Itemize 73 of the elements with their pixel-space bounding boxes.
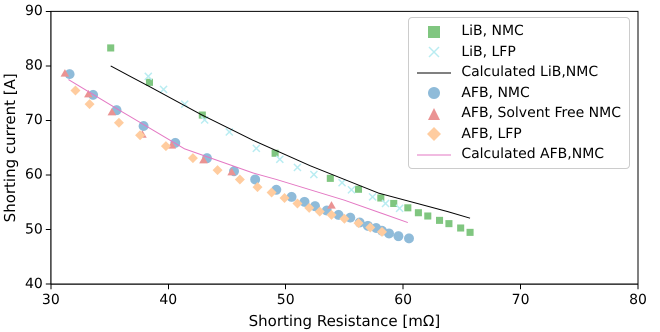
point (404, 233, 414, 244)
y-tick-label: 60 (24, 166, 43, 183)
point (393, 231, 404, 242)
point (384, 228, 394, 238)
x-tick-label: 50 (276, 292, 295, 308)
point (84, 90, 93, 98)
point (159, 85, 168, 94)
point (280, 192, 290, 203)
x-tick-label: 40 (159, 292, 178, 308)
point (84, 99, 95, 110)
y-tick-label: 80 (24, 58, 43, 74)
legend-label: LiB, LFP (461, 42, 516, 62)
point (199, 156, 208, 164)
point (188, 153, 198, 164)
legend-label: AFB, Solvent Free NMC (461, 104, 621, 124)
y-axis-title: Shorting current [A] (0, 73, 19, 222)
point (60, 69, 70, 77)
point (180, 100, 189, 108)
point (365, 222, 376, 232)
point (276, 154, 284, 164)
point (466, 228, 474, 236)
point (414, 209, 422, 216)
point (70, 86, 80, 96)
y-tick-label: 50 (24, 221, 43, 238)
point (144, 72, 153, 81)
y-tick-label: 70 (24, 112, 43, 128)
y-tick-label: 40 (24, 276, 43, 292)
x-tick-label: 70 (512, 292, 530, 308)
point (108, 108, 116, 116)
point (212, 165, 223, 176)
point (266, 188, 277, 198)
point (310, 170, 318, 179)
x-tick-label: 30 (42, 292, 60, 308)
point (314, 206, 325, 217)
point (436, 216, 444, 224)
point (200, 116, 209, 124)
point (326, 210, 336, 220)
point (114, 118, 124, 128)
point (347, 186, 356, 194)
point (338, 178, 346, 188)
x-tick-label: 60 (394, 292, 412, 308)
legend-label: Calculated AFB,NMC (461, 145, 604, 164)
legend-label: Calculated LiB,NMC (461, 63, 598, 82)
point (327, 201, 336, 209)
point (390, 200, 398, 207)
point (445, 220, 452, 228)
legend-label: AFB, NMC (461, 84, 530, 103)
point (354, 186, 362, 193)
point (292, 198, 302, 208)
point (368, 192, 377, 202)
point (304, 202, 314, 213)
point (381, 199, 390, 208)
point (457, 224, 464, 232)
point (339, 214, 350, 224)
point (252, 144, 261, 153)
point (250, 174, 260, 184)
y-tick-label: 90 (24, 3, 43, 20)
legend-label: AFB, LFP (461, 124, 522, 144)
point (135, 130, 146, 140)
x-axis-title: Shorting Resistance [mΩ] (248, 312, 440, 330)
point (252, 182, 263, 192)
point (326, 174, 334, 182)
point (234, 174, 245, 184)
point (225, 128, 234, 136)
point (293, 163, 302, 172)
point (227, 168, 236, 176)
point (424, 212, 432, 220)
point (107, 44, 114, 52)
point (160, 141, 171, 152)
legend-label: LiB, NMC (461, 22, 524, 42)
x-tick-label: 80 (629, 292, 647, 308)
point (404, 204, 412, 212)
point (395, 204, 404, 213)
